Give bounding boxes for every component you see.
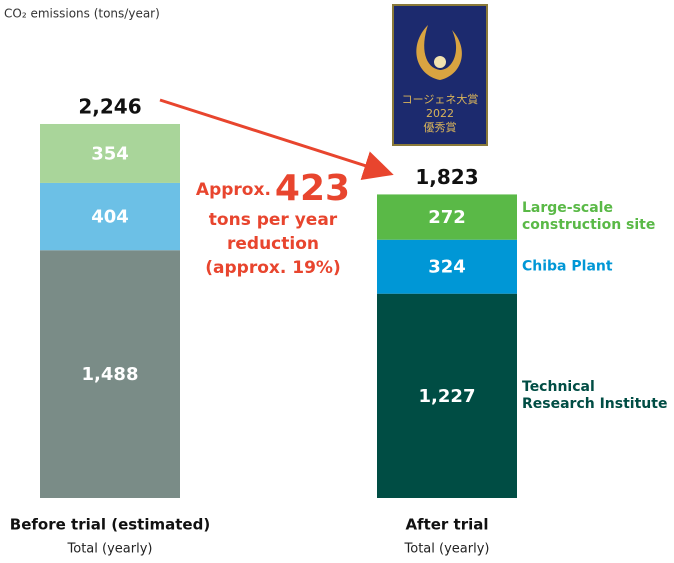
annotation-prefix: Approx. xyxy=(196,180,271,200)
data-label: 404 xyxy=(91,207,129,228)
data-label: 1,227 xyxy=(419,386,476,407)
total-label: 2,246 xyxy=(78,94,141,118)
x-tick-sublabel: Total (yearly) xyxy=(67,542,153,557)
legend-label: Chiba Plant xyxy=(522,258,613,275)
data-label: 272 xyxy=(428,207,466,228)
y-axis-label: CO₂ emissions (tons/year) xyxy=(4,7,160,21)
x-tick-sublabel: Total (yearly) xyxy=(404,542,490,557)
legend-label: Large-scale construction site xyxy=(522,200,656,234)
legend-label: Technical Research Institute xyxy=(522,378,668,412)
data-label: 354 xyxy=(91,143,129,164)
data-label: 1,488 xyxy=(82,364,139,385)
annotation-line: reduction xyxy=(227,234,319,254)
x-tick-label: After trial xyxy=(405,516,488,534)
annotation-line: (approx. 19%) xyxy=(205,258,340,278)
badge-text: 優秀賞 xyxy=(424,121,457,134)
bar-segment xyxy=(377,293,517,498)
reduction-arrow xyxy=(159,98,394,180)
data-label: 324 xyxy=(428,257,466,278)
bar-segment xyxy=(377,194,517,240)
bar-segment xyxy=(40,182,180,251)
annotation-headline: Approx. 423 xyxy=(196,168,350,209)
badge-text: 2022 xyxy=(426,107,454,120)
annotation-line: tons per year xyxy=(209,210,338,230)
bar-segment xyxy=(377,239,517,294)
annotation-value: 423 xyxy=(275,168,350,209)
total-label: 1,823 xyxy=(415,165,478,189)
bar-segment xyxy=(40,250,180,498)
x-tick-label: Before trial (estimated) xyxy=(10,516,210,534)
badge xyxy=(392,4,488,146)
bar-segment xyxy=(40,123,180,183)
badge-text: コージェネ大賞 xyxy=(402,92,479,106)
